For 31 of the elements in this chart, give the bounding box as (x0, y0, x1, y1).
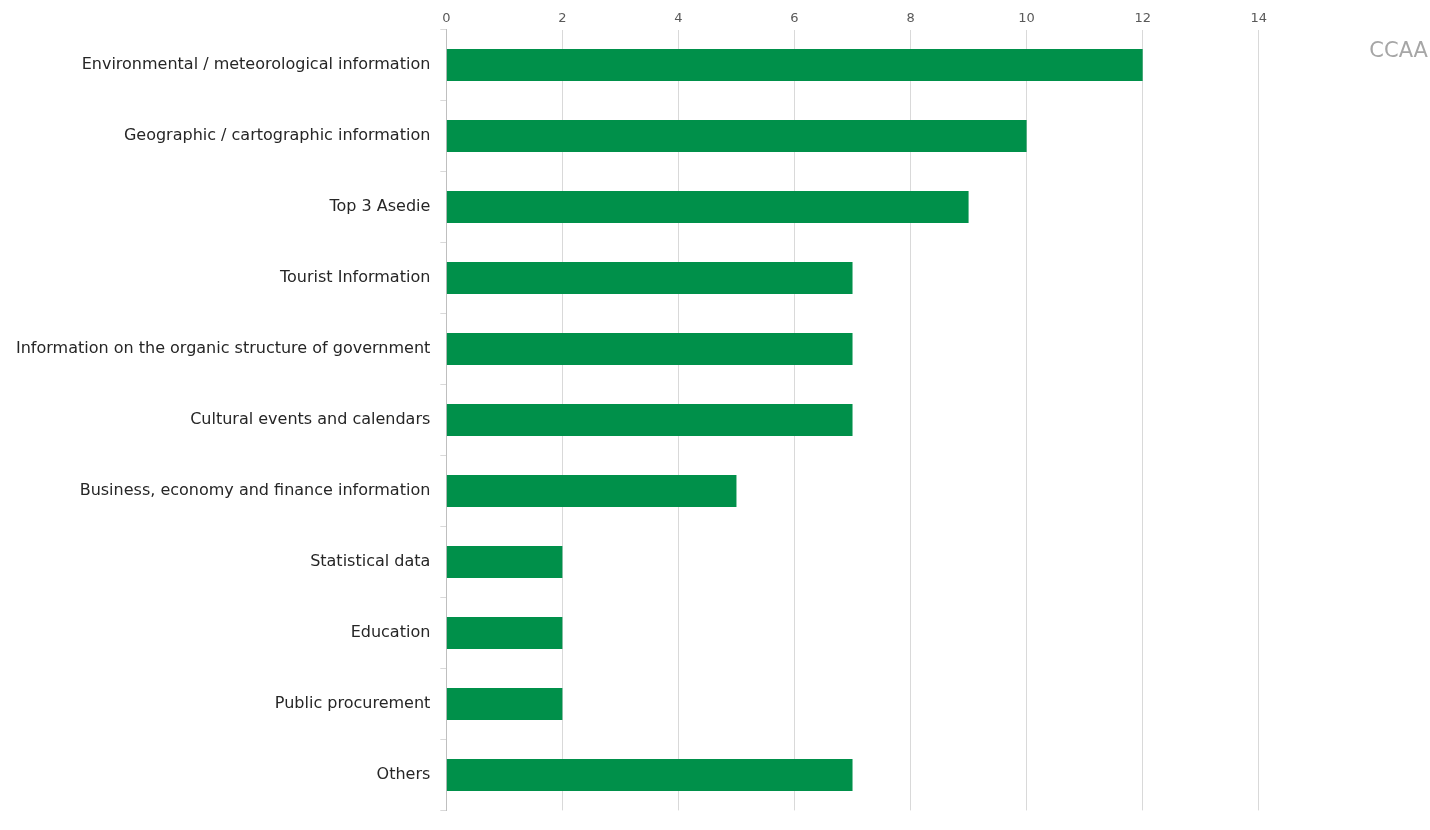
bar (446, 333, 853, 365)
y-tick-label: Top 3 Asedie (328, 196, 431, 216)
y-tick-label: Others (376, 764, 431, 784)
bar (446, 758, 853, 791)
bar (446, 687, 563, 720)
x-tick-label: 10 (1018, 10, 1035, 26)
y-tick-label: Cultural events and calendars (190, 409, 431, 429)
y-tick-label: Statistical data (310, 551, 431, 571)
y-tick-label: Environmental / meteorological information (81, 54, 431, 74)
x-tick-label: 2 (558, 10, 567, 26)
bar (446, 545, 563, 578)
x-tick-label: 0 (442, 10, 451, 26)
y-tick-label: Public procurement (274, 693, 431, 713)
y-tick-label: Tourist Information (278, 267, 431, 287)
y-tick-label: Information on the organic structure of government (15, 338, 431, 358)
bar (446, 49, 1143, 82)
y-tick-label: Education (350, 622, 431, 642)
text: CCAA (1369, 38, 1428, 62)
bar (446, 616, 563, 649)
x-tick-label: 6 (790, 10, 799, 26)
bar (446, 262, 853, 295)
bar (446, 475, 737, 507)
x-tick-label: 12 (1134, 10, 1151, 26)
bar (446, 191, 969, 224)
bar (446, 404, 853, 436)
bar (446, 120, 1027, 153)
x-tick-label: 14 (1250, 10, 1267, 26)
y-tick-label: Business, economy and finance information (79, 480, 431, 500)
x-tick-label: 4 (674, 10, 683, 26)
x-tick-label: 8 (906, 10, 915, 26)
y-tick-label: Geographic / cartographic information (123, 125, 431, 145)
